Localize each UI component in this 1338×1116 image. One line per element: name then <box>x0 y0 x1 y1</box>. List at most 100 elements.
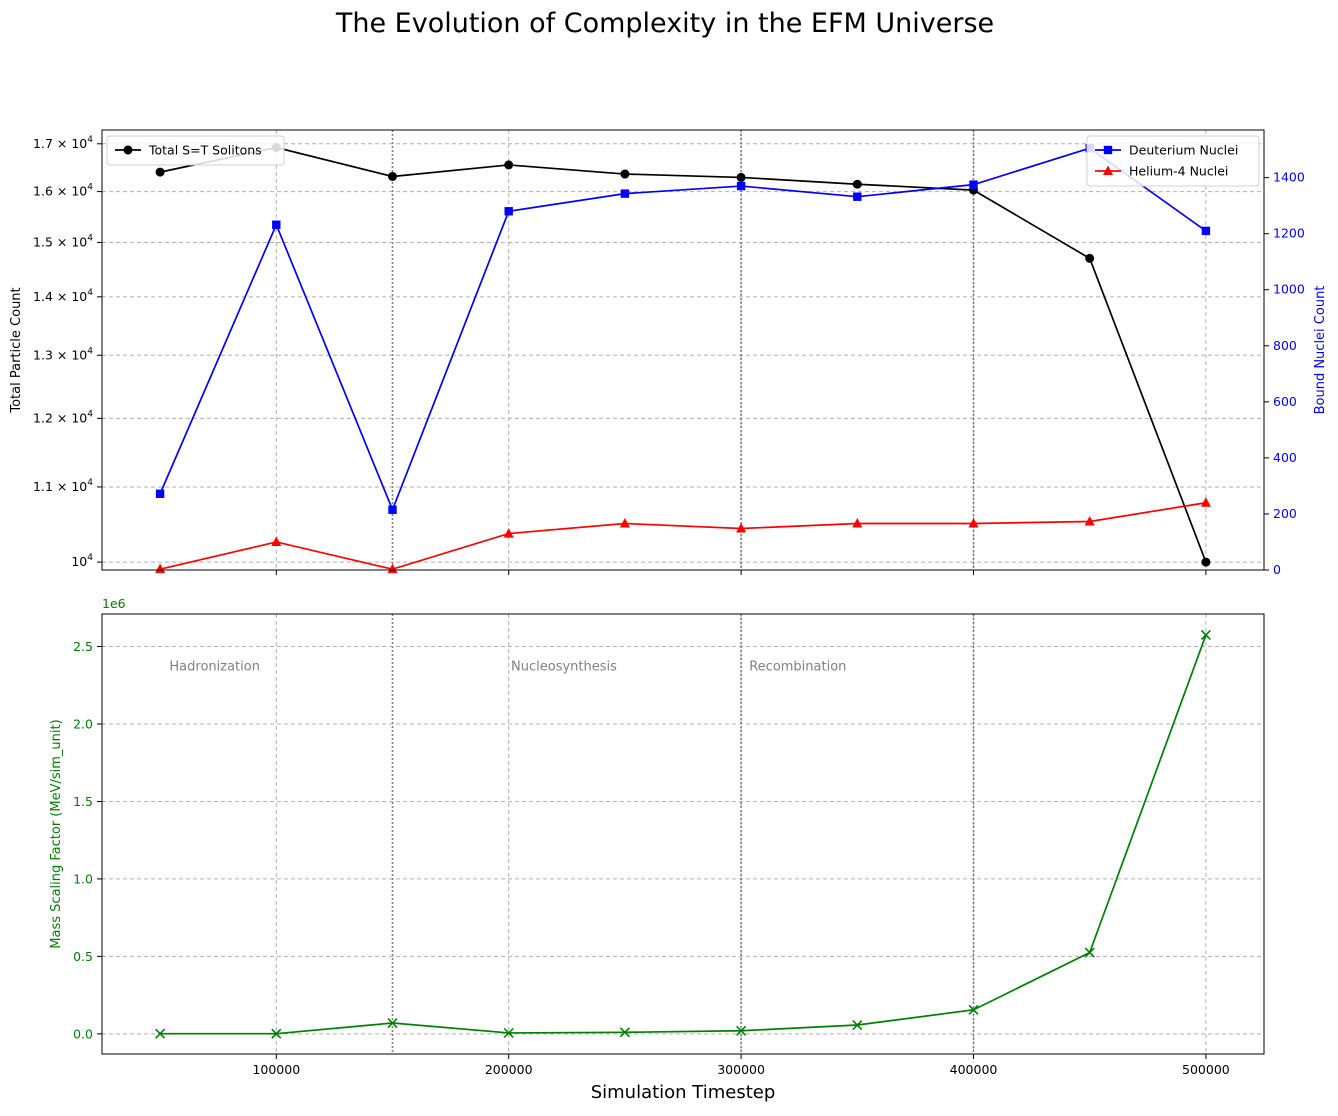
y-axis-label: Mass Scaling Factor (MeV/sim_unit) <box>49 719 64 948</box>
right-tick-label: 1200 <box>1273 226 1305 241</box>
data-point <box>271 1028 282 1039</box>
data-point <box>503 528 514 538</box>
legend-item: Deuterium Nuclei <box>1095 143 1238 158</box>
left-tick-label: 1.2 × 104 <box>33 409 93 425</box>
legend-marker <box>1103 145 1113 155</box>
left-axis-label: Total Particle Count <box>9 287 24 413</box>
left-tick-label: 1.7 × 104 <box>33 135 93 151</box>
left-tick-label: 1.3 × 104 <box>33 346 93 362</box>
data-point <box>1201 226 1211 236</box>
x-axis-label: Simulation Timestep <box>591 1082 776 1103</box>
x-tick-label: 400000 <box>950 1062 998 1077</box>
data-point <box>736 1025 747 1036</box>
data-point <box>968 1004 979 1015</box>
legend-right: Deuterium Nuclei Helium-4 Nuclei <box>1086 135 1260 187</box>
data-point <box>852 517 863 528</box>
data-point <box>852 179 862 189</box>
data-point <box>1200 497 1211 507</box>
left-tick-label: 1.1 × 104 <box>33 478 93 494</box>
right-axis-label: Bound Nuclei Count <box>1313 286 1328 415</box>
bottom-panel: 0.0 0.5 1.0 1.5 2.0 2.5 1e6 100000 200000 300000 4… <box>49 596 1265 1103</box>
top-panel: 104 1.1 × 104 1.2 × 104 1.3 × 104 1.4 × 104 1… <box>9 129 1328 577</box>
right-tick-label: 800 <box>1273 338 1297 353</box>
data-point <box>504 207 513 216</box>
data-point <box>504 160 514 170</box>
top-plot-frame <box>101 129 1265 571</box>
legend-item: Helium-4 Nuclei <box>1095 164 1228 179</box>
series-line <box>159 146 1207 563</box>
right-tick-label: 200 <box>1273 506 1297 521</box>
data-point <box>387 563 398 574</box>
data-point <box>271 536 282 546</box>
y-tick-label: 1.5 <box>73 794 93 809</box>
data-point <box>619 1027 630 1038</box>
y-tick-label: 2.0 <box>73 717 93 732</box>
right-tick-label: 1000 <box>1273 282 1305 297</box>
legend-box <box>1086 135 1260 187</box>
series-line <box>159 147 1207 513</box>
series-helium-4-nuclei <box>155 497 1211 574</box>
top-grid <box>102 130 1264 570</box>
data-point <box>736 181 746 191</box>
legend-marker <box>123 145 133 155</box>
left-tick-label: 1.5 × 104 <box>33 233 93 249</box>
series-deuterium-nuclei <box>155 144 1211 514</box>
x-tick-label: 100000 <box>252 1062 300 1077</box>
left-tick-label: 104 <box>71 553 93 569</box>
left-tick-label: 1.6 × 104 <box>33 183 93 199</box>
legend-box <box>106 135 285 166</box>
data-point <box>1084 947 1095 958</box>
chart-title: The Evolution of Complexity in the EFM U… <box>335 8 994 39</box>
x-tick-label: 500000 <box>1182 1062 1230 1077</box>
y-tick-label: 1.0 <box>73 871 93 886</box>
data-point <box>155 167 165 177</box>
data-point <box>619 517 630 528</box>
y-tick-label: 2.5 <box>73 639 93 654</box>
data-point <box>968 517 979 528</box>
y-offset-label: 1e6 <box>102 596 126 611</box>
data-point <box>1085 253 1095 263</box>
series-line <box>160 634 1207 1035</box>
data-point <box>1201 557 1211 567</box>
data-point <box>388 505 397 514</box>
era-annotation: Recombination <box>749 660 846 675</box>
data-point <box>736 172 746 182</box>
right-tick-label: 600 <box>1273 394 1297 409</box>
data-point <box>272 220 281 229</box>
data-point <box>736 523 747 533</box>
data-point <box>1200 629 1211 640</box>
data-point <box>155 563 166 574</box>
data-point <box>155 1028 166 1039</box>
data-point <box>620 189 630 198</box>
series-mass-scaling-factor <box>155 629 1211 1039</box>
data-point <box>1084 516 1095 526</box>
data-point <box>852 1019 863 1031</box>
y-tick-label: 0.0 <box>73 1026 93 1041</box>
era-annotation: Nucleosynthesis <box>511 660 617 675</box>
data-point <box>387 1017 398 1029</box>
legend-item: Total S=T Solitons <box>115 143 262 158</box>
legend-label: Helium-4 Nuclei <box>1129 164 1228 179</box>
data-point <box>388 171 397 181</box>
bottom-plot-frame <box>101 613 1265 1055</box>
right-tick-label: 1400 <box>1273 170 1305 185</box>
y-tick-label: 0.5 <box>73 949 93 964</box>
right-tick-label: 400 <box>1273 450 1297 465</box>
x-tick-label: 300000 <box>717 1062 765 1077</box>
series-line <box>159 501 1207 571</box>
left-tick-label: 1.4 × 104 <box>33 288 93 304</box>
data-point <box>853 192 862 201</box>
era-annotation: Hadronization <box>169 660 260 675</box>
legend-label: Deuterium Nuclei <box>1129 143 1238 158</box>
legend-left: Total S=T Solitons <box>106 135 285 166</box>
x-tick-label: 200000 <box>485 1062 533 1077</box>
data-point <box>503 1027 514 1038</box>
right-tick-label: 0 <box>1273 562 1281 577</box>
legend-label: Total S=T Solitons <box>148 143 262 158</box>
data-point <box>620 169 630 179</box>
data-point <box>969 180 978 189</box>
data-point <box>155 489 165 498</box>
legend-marker <box>1103 165 1113 175</box>
